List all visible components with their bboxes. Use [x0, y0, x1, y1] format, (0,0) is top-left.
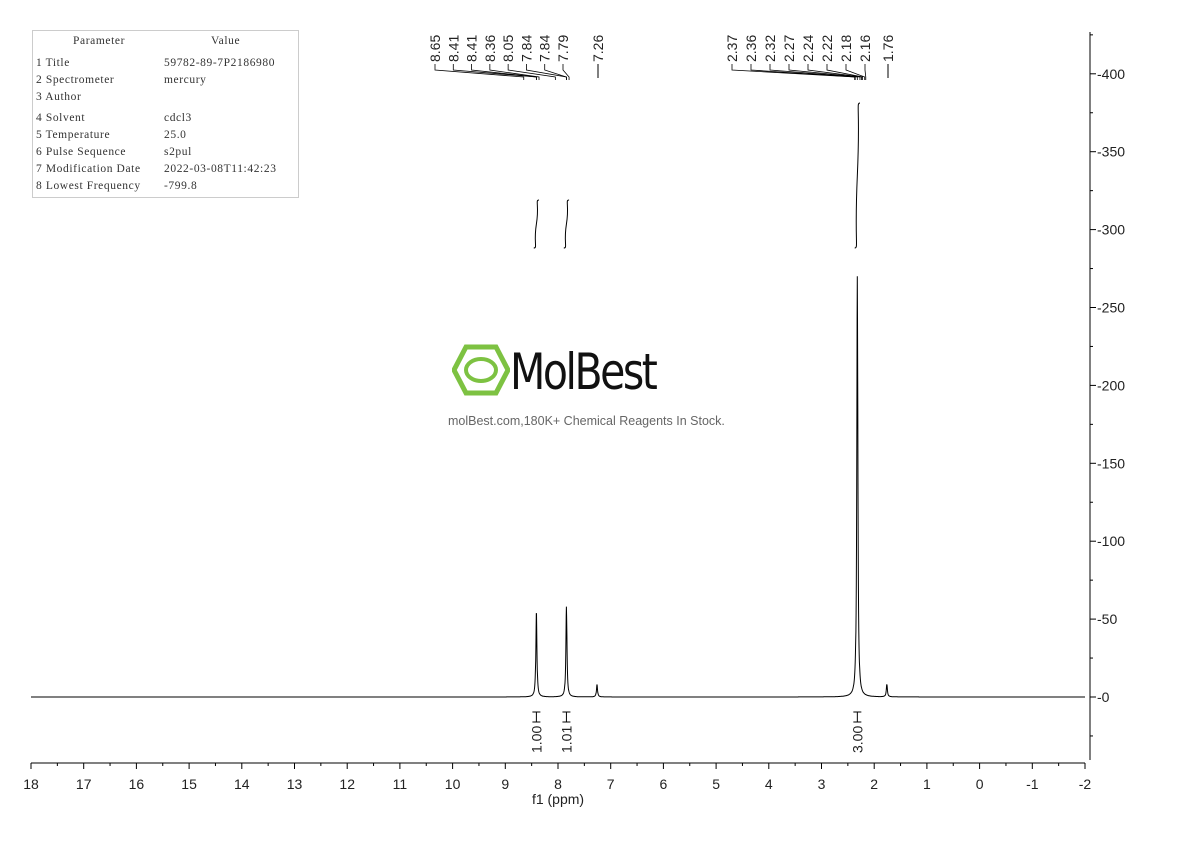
peak-label: 2.22 [819, 35, 835, 62]
integral-curve [533, 199, 540, 249]
x-tick-label: -1 [1026, 776, 1039, 792]
x-tick-label: 18 [23, 776, 39, 792]
peak-leader-line [526, 64, 567, 80]
x-tick-label: 7 [607, 776, 615, 792]
param-name: 1 Title [36, 57, 70, 69]
peak-leader-line [434, 64, 525, 80]
peak-label: 8.05 [500, 35, 516, 62]
peak-label: 2.37 [724, 35, 740, 62]
param-name: 4 Solvent [36, 112, 86, 124]
peak-label: 2.16 [857, 35, 873, 62]
peak-leader-line [750, 64, 856, 80]
peak-leader-line [769, 64, 858, 80]
param-name: 5 Temperature [36, 129, 111, 141]
peak-label: 1.76 [880, 35, 896, 62]
x-tick-label: 11 [393, 776, 408, 792]
peak-label: 2.32 [762, 35, 778, 62]
param-name: 3 Author [36, 91, 82, 103]
x-tick-label: 9 [501, 776, 509, 792]
peak-label: 2.27 [781, 35, 797, 62]
y-tick-label: -100 [1097, 533, 1125, 549]
peak-label: 2.36 [743, 35, 759, 62]
y-tick-label: -400 [1097, 66, 1125, 82]
peak-leader-line [507, 64, 556, 80]
peak-label: 7.79 [555, 35, 571, 62]
param-name: 2 Spectrometer [36, 74, 115, 86]
param-name: 6 Pulse Sequence [36, 146, 127, 158]
param-header: Parameter [73, 35, 126, 47]
integral-label: 1.00 [528, 726, 544, 753]
y-tick-label: -250 [1097, 300, 1125, 316]
x-tick-label: 5 [712, 776, 720, 792]
x-tick-label: 0 [976, 776, 984, 792]
x-tick-label: 8 [554, 776, 562, 792]
peak-leader-line [562, 64, 570, 80]
y-tick-label: -300 [1097, 222, 1125, 238]
peak-label: 2.18 [838, 35, 854, 62]
peak-label: 7.84 [518, 35, 534, 62]
peak-label: 8.41 [464, 35, 480, 62]
param-value: 25.0 [164, 129, 187, 141]
param-value: cdcl3 [164, 112, 192, 124]
param-value: s2pul [164, 146, 192, 158]
peak-leader-line [864, 64, 867, 80]
x-tick-label: 6 [660, 776, 668, 792]
x-tick-label: 1 [923, 776, 931, 792]
integral-label: 3.00 [849, 726, 865, 753]
peak-label: 7.26 [590, 35, 606, 62]
peak-label: 7.84 [537, 35, 553, 62]
x-tick-label: 17 [76, 776, 92, 792]
spectrum-line [31, 276, 1085, 698]
param-value: 2022-03-08T11:42:23 [164, 163, 277, 175]
param-name: 7 Modification Date [36, 163, 141, 175]
peak-leader-line [544, 64, 567, 80]
integral-label: 1.01 [558, 726, 574, 753]
peak-leader-line [489, 64, 540, 80]
y-tick-label: -0 [1097, 689, 1110, 705]
x-tick-label: 15 [181, 776, 197, 792]
peak-label: 8.65 [427, 35, 443, 62]
x-tick-label: -2 [1079, 776, 1092, 792]
peak-leader-line [845, 64, 866, 80]
peak-label: 2.24 [800, 35, 816, 62]
peak-label: 8.36 [482, 35, 498, 62]
integral-curve [563, 199, 570, 249]
x-tick-label: 10 [445, 776, 461, 792]
x-tick-label: 4 [765, 776, 773, 792]
param-value: -799.8 [164, 180, 198, 192]
y-tick-label: -50 [1097, 611, 1117, 627]
x-tick-label: 3 [818, 776, 826, 792]
value-header: Value [211, 35, 241, 47]
watermark-text: molBest.com,180K+ Chemical Reagents In S… [448, 414, 725, 428]
peak-leader-line [731, 64, 856, 80]
y-tick-label: -200 [1097, 377, 1125, 393]
parameter-table: Parameter Value 1 Title 59782-89-7P218698… [32, 30, 299, 198]
peak-leader-line [807, 64, 862, 80]
x-tick-label: 14 [234, 776, 250, 792]
x-axis-label: f1 (ppm) [532, 791, 584, 807]
benzene-logo-icon [452, 344, 510, 396]
peak-leader-line [826, 64, 864, 80]
y-tick-label: -350 [1097, 144, 1125, 160]
x-tick-label: 2 [870, 776, 878, 792]
param-name: 8 Lowest Frequency [36, 180, 141, 192]
y-tick-label: -150 [1097, 455, 1125, 471]
param-value: mercury [164, 74, 207, 86]
molbest-logo: MolBest [510, 343, 658, 401]
x-tick-label: 16 [129, 776, 145, 792]
peak-label: 8.41 [445, 35, 461, 62]
integral-curve [854, 102, 861, 249]
param-value: 59782-89-7P2186980 [164, 57, 276, 69]
peak-leader-line [788, 64, 861, 80]
peak-leader-line [471, 64, 537, 80]
x-tick-label: 12 [339, 776, 355, 792]
x-tick-label: 13 [287, 776, 303, 792]
